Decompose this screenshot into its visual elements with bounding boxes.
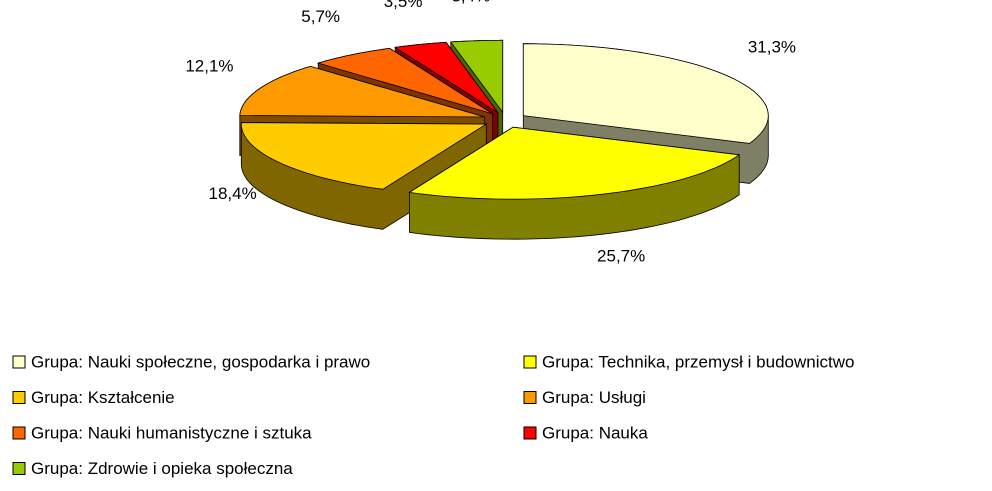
legend-label: Grupa: Nauki społeczne, gospodarka i pra… xyxy=(31,352,370,371)
slice xyxy=(450,39,504,114)
legend-label: Grupa: Nauka xyxy=(542,423,648,442)
legend-label: Grupa: Usługi xyxy=(542,388,646,407)
data-label: 3,4% xyxy=(451,0,490,5)
slice xyxy=(393,41,499,114)
legend-swatch xyxy=(12,391,26,404)
slice xyxy=(240,122,488,190)
legend-swatch xyxy=(523,355,537,369)
data-label: 3,5% xyxy=(384,0,423,11)
legend-label: Grupa: Nauki humanistyczne i sztuka xyxy=(31,423,312,442)
legend-label: Grupa: Zdrowie i opieka społeczna xyxy=(31,459,293,478)
data-label: 5,7% xyxy=(301,7,340,26)
legend-swatch xyxy=(12,462,26,475)
data-label: 25,7% xyxy=(597,247,645,266)
slice xyxy=(239,65,485,118)
slice xyxy=(522,43,769,144)
slice xyxy=(316,47,493,115)
legend-label: Grupa: Technika, przemysł i budownictwo xyxy=(542,352,854,371)
legend-swatch xyxy=(12,355,26,369)
legend-swatch xyxy=(523,391,537,404)
legend-label: Grupa: Kształcenie xyxy=(31,388,175,407)
legend-swatch xyxy=(523,426,537,440)
data-label: 18,4% xyxy=(209,184,257,203)
data-label: 12,1% xyxy=(185,56,233,75)
slice xyxy=(408,126,741,200)
data-label: 31,3% xyxy=(748,37,796,56)
legend-swatch xyxy=(12,426,26,440)
